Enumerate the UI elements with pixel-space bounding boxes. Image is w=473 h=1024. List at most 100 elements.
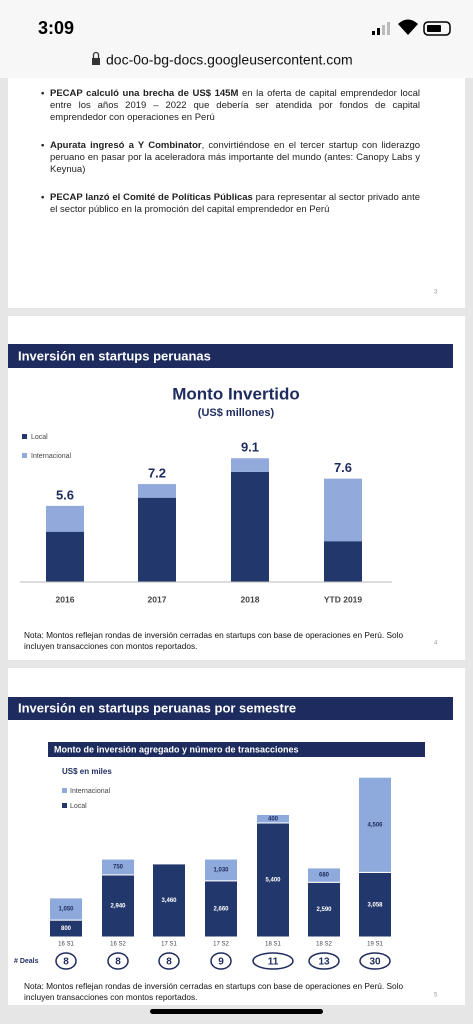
bar-segment [256,822,290,938]
bar-segment [324,541,362,582]
bullet-text: en la oferta de capital emprendedor loca… [50,88,420,123]
slide-header: Inversión en startups peruanas [18,348,211,363]
x-tick-label: 2017 [148,594,167,604]
bullet: PECAP calculó una brecha de US$ 145M en … [41,88,420,124]
total-label: 9.1 [241,440,259,455]
total-label: 7.2 [148,466,166,481]
data-label: 750 [113,865,124,871]
deal-count: 9 [218,957,224,968]
bar-segment [138,497,176,582]
data-label: 5,400 [265,878,281,884]
deal-count: 8 [115,957,121,968]
deal-count: 13 [318,957,330,968]
status-icons [372,19,451,36]
lock-icon [92,51,100,65]
data-label: 800 [61,926,72,932]
note: Nota: Montos reflejan rondas de inversió… [24,630,404,651]
bar-segment [101,874,135,938]
data-label: 400 [268,816,279,822]
y-axis-label: US$ en miles [62,767,112,776]
deal-count: 8 [63,957,69,968]
slide-header-bar [8,344,453,368]
home-indicator [150,1009,323,1014]
bullet-text: , convirtiéndose en el tercer startup co… [50,140,421,175]
chart-title-bar [48,742,425,757]
chart-title: Monto Invertido [172,384,299,403]
legend-swatch [22,453,27,458]
bar-segment [204,858,238,882]
x-tick-label: 17 S2 [213,942,229,948]
legend-label: Local [70,803,87,810]
chart-title: Monto de inversión agregado y número de … [54,744,299,754]
total-label: 5.6 [56,487,74,502]
data-label: 4,506 [367,822,383,828]
data-label: 1,050 [58,907,74,913]
x-tick-label: 16 S2 [110,942,126,948]
deal-count: 30 [369,957,381,968]
bar-segment [307,881,341,938]
slide-header: Inversión en startups peruanas por semes… [18,700,296,715]
deal-badge [158,952,180,970]
x-tick-label: 2018 [241,594,260,604]
bullet-bold: PECAP calculó una brecha de US$ 145M [50,88,239,99]
data-label: 1,030 [213,868,229,874]
deal-badge [107,952,129,970]
data-label: 680 [319,873,330,879]
bar-segment [256,813,290,824]
bar-segment [101,858,135,876]
bar-segment [49,897,83,921]
bullet-bold: Apurata ingresó a Y Combinator [50,140,202,151]
bar-segment [307,867,341,883]
deals-label: # Deals [14,958,39,965]
data-label: 2,590 [316,907,332,913]
data-label: 3,460 [161,898,177,904]
total-label: 7.6 [334,460,352,475]
deal-badge [55,952,77,970]
x-tick-label: 19 S1 [367,942,383,948]
deal-badge [308,952,340,970]
page-number: 4 [434,641,438,647]
bar-segment [358,776,392,873]
legend-label: Internacional [70,788,111,795]
deal-badge [359,952,391,970]
bar-segment [231,458,269,472]
data-label: 2,660 [213,906,229,912]
deal-badge [210,952,232,970]
chart-subtitle: (US$ millones) [198,407,275,419]
url[interactable]: doc-0o-bg-docs.googleusercontent.com [106,52,353,68]
legend-swatch [62,803,67,808]
legend-label: Internacional [31,453,72,460]
note: Nota: Montos reflejan rondas de inversió… [24,981,404,1002]
x-tick-label: 16 S1 [58,942,74,948]
x-tick-label: 17 S1 [161,942,177,948]
bar-segment [138,484,176,498]
x-tick-label: 18 S2 [316,942,332,948]
bullet-text: para representar al sector privado ante … [50,192,420,215]
browser-chrome [0,0,473,78]
bullet-bold: PECAP lanzó el Comité de Políticas Públi… [50,192,253,203]
page-number: 3 [434,290,438,296]
bullet: PECAP lanzó el Comité de Políticas Públi… [41,192,420,216]
legend-swatch [62,788,67,793]
bullet: Apurata ingresó a Y Combinator, convirti… [41,140,421,176]
bar-segment [231,471,269,582]
bar-segment [46,505,84,532]
bar-segment [46,531,84,582]
bar-segment [204,880,238,938]
x-tick-label: 2016 [56,594,75,604]
time: 3:09 [38,18,74,38]
page-number: 5 [434,993,438,999]
data-label: 3,058 [367,902,383,908]
x-tick-label: YTD 2019 [324,594,363,604]
bar-segment [152,863,186,938]
x-tick-label: 18 S1 [265,942,281,948]
deal-badge [252,952,294,970]
data-label: 2,940 [110,904,126,910]
bar-segment [324,478,362,542]
deal-count: 8 [166,957,172,968]
legend-label: Local [31,434,48,441]
slide-header-bar [8,697,453,720]
legend-swatch [22,434,27,439]
deal-count: 11 [268,957,279,968]
